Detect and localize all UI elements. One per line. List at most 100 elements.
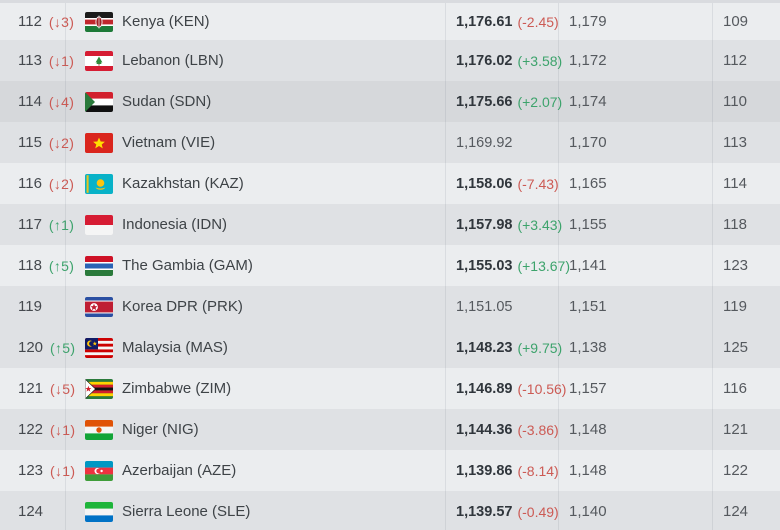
team-cell[interactable]: Kenya (KEN) [65, 3, 445, 40]
rank-change-badge: (↓2) [48, 175, 75, 192]
previous-points-value: 1,155 [569, 216, 607, 233]
rank-value: 118 [18, 257, 42, 274]
team-cell[interactable]: Korea DPR (PRK) [65, 286, 445, 327]
rank-value: 120 [18, 339, 44, 356]
rank-cell: 113 (↓1) [0, 40, 74, 81]
team-cell[interactable]: Sudan (SDN) [65, 81, 445, 122]
points-value: 1,146.89 [456, 380, 513, 397]
rank-cell: 123 (↓1) [0, 450, 75, 491]
table-row[interactable]: 123 (↓1) Azerbaijan (AZE) 1,139.86 (-8.1… [0, 450, 780, 491]
points-cell: 1,155.03 (+13.67) [445, 245, 570, 286]
flag-icon [85, 255, 113, 276]
points-change-badge: (+9.75) [517, 339, 563, 356]
rank-change-badge: (↓5) [50, 380, 76, 397]
team-cell[interactable]: Niger (NIG) [65, 409, 445, 450]
previous-points-value: 1,151 [569, 298, 607, 315]
rank-cell: 121 (↓5) [0, 368, 75, 409]
rank-cell: 122 (↓1) [0, 409, 75, 450]
previous-rank-value: 119 [723, 298, 747, 315]
team-name: Niger (NIG) [122, 421, 199, 438]
team-cell[interactable]: Sierra Leone (SLE) [65, 491, 445, 530]
rank-cell: 112 (↓3) [0, 3, 74, 40]
rank-cell: 120 (↑5) [0, 327, 75, 368]
rank-cell: 114 (↓4) [0, 81, 74, 122]
previous-points-cell: 1,140 [558, 491, 712, 530]
table-row[interactable]: 116 (↓2) Kazakhstan (KAZ) 1,158.06 (-7.4… [0, 163, 780, 204]
previous-points-cell: 1,174 [558, 81, 712, 122]
rank-value: 113 [18, 52, 42, 69]
table-row[interactable]: 114 (↓4) Sudan (SDN) 1,175.66 (+2.07) 1,… [0, 81, 780, 122]
previous-points-cell: 1,179 [558, 3, 712, 40]
rank-cell: 117 (↑1) [0, 204, 74, 245]
points-cell: 1,176.02 (+3.58) [445, 40, 562, 81]
table-row[interactable]: 113 (↓1) Lebanon (LBN) 1,176.02 (+3.58) … [0, 40, 780, 81]
team-cell[interactable]: Indonesia (IDN) [65, 204, 445, 245]
points-cell: 1,176.61 (-2.45) [445, 3, 559, 40]
previous-rank-value: 116 [723, 380, 747, 397]
rank-value: 119 [18, 298, 42, 315]
points-value: 1,157.98 [456, 216, 513, 233]
points-cell: 1,148.23 (+9.75) [445, 327, 562, 368]
points-cell: 1,169.92 [445, 122, 558, 163]
points-cell: 1,139.86 (-8.14) [445, 450, 559, 491]
rank-change-badge: (↓1) [48, 52, 75, 69]
team-cell[interactable]: Azerbaijan (AZE) [65, 450, 445, 491]
table-row[interactable]: 121 (↓5) Zimbabwe (ZIM) 1,146.89 (-10.56… [0, 368, 780, 409]
table-row[interactable]: 119 Korea DPR (PRK) 1,151.05 1,151 119 [0, 286, 780, 327]
team-name: Kazakhstan (KAZ) [122, 175, 244, 192]
team-cell[interactable]: Vietnam (VIE) [65, 122, 445, 163]
points-cell: 1,151.05 [445, 286, 558, 327]
previous-rank-value: 109 [723, 13, 749, 30]
previous-rank-value: 121 [723, 421, 749, 438]
previous-rank-cell: 112 [712, 40, 780, 81]
points-change-badge: (+3.58) [517, 52, 563, 69]
flag-icon [85, 501, 113, 522]
ranking-table-body: 112 (↓3) Kenya (KEN) 1,176.61 (-2.45) 1,… [0, 3, 780, 530]
previous-rank-value: 123 [723, 257, 749, 274]
points-cell: 1,175.66 (+2.07) [445, 81, 562, 122]
team-cell[interactable]: Lebanon (LBN) [65, 40, 445, 81]
previous-points-cell: 1,165 [558, 163, 712, 204]
previous-rank-cell: 113 [712, 122, 780, 163]
flag-icon [85, 132, 113, 153]
table-row[interactable]: 124 Sierra Leone (SLE) 1,139.57 (-0.49) … [0, 491, 780, 530]
team-cell[interactable]: The Gambia (GAM) [65, 245, 445, 286]
team-cell[interactable]: Malaysia (MAS) [65, 327, 445, 368]
previous-points-value: 1,138 [569, 339, 607, 356]
team-cell[interactable]: Kazakhstan (KAZ) [65, 163, 445, 204]
flag-icon [85, 11, 113, 32]
team-name: Sudan (SDN) [122, 93, 212, 110]
previous-points-cell: 1,151 [558, 286, 712, 327]
table-row[interactable]: 122 (↓1) Niger (NIG) 1,144.36 (-3.86) 1,… [0, 409, 780, 450]
rank-cell: 119 [0, 286, 65, 327]
rank-cell: 118 (↑5) [0, 245, 74, 286]
rank-change-badge: (↓1) [50, 421, 76, 438]
table-row[interactable]: 112 (↓3) Kenya (KEN) 1,176.61 (-2.45) 1,… [0, 3, 780, 40]
points-value: 1,144.36 [456, 421, 513, 438]
points-cell: 1,158.06 (-7.43) [445, 163, 559, 204]
table-row[interactable]: 118 (↑5) The Gambia (GAM) 1,155.03 (+13.… [0, 245, 780, 286]
table-row[interactable]: 115 (↓2) Vietnam (VIE) 1,169.92 1,170 11… [0, 122, 780, 163]
points-change-badge: (+13.67) [517, 257, 570, 274]
points-value: 1,169.92 [456, 134, 513, 151]
points-change-badge: (-10.56) [517, 380, 567, 397]
rank-change-badge: (↑5) [48, 257, 75, 274]
rank-value: 114 [18, 93, 42, 110]
points-change-badge: (-3.86) [517, 421, 559, 438]
points-value: 1,176.61 [456, 13, 513, 30]
rank-change-badge: (↓4) [48, 93, 75, 110]
table-row[interactable]: 117 (↑1) Indonesia (IDN) 1,157.98 (+3.43… [0, 204, 780, 245]
previous-points-cell: 1,155 [558, 204, 712, 245]
flag-icon [85, 173, 113, 194]
previous-points-cell: 1,138 [558, 327, 712, 368]
points-cell: 1,144.36 (-3.86) [445, 409, 559, 450]
team-cell[interactable]: Zimbabwe (ZIM) [65, 368, 445, 409]
rank-value: 115 [18, 134, 42, 151]
previous-points-cell: 1,157 [558, 368, 712, 409]
team-name: Azerbaijan (AZE) [122, 462, 237, 479]
points-change-badge: (-0.49) [517, 503, 559, 520]
team-name: Kenya (KEN) [122, 13, 210, 30]
previous-points-value: 1,141 [569, 257, 607, 274]
table-row[interactable]: 120 (↑5) Malaysia (MAS) 1,148.23 (+9.75)… [0, 327, 780, 368]
previous-points-value: 1,179 [569, 13, 607, 30]
